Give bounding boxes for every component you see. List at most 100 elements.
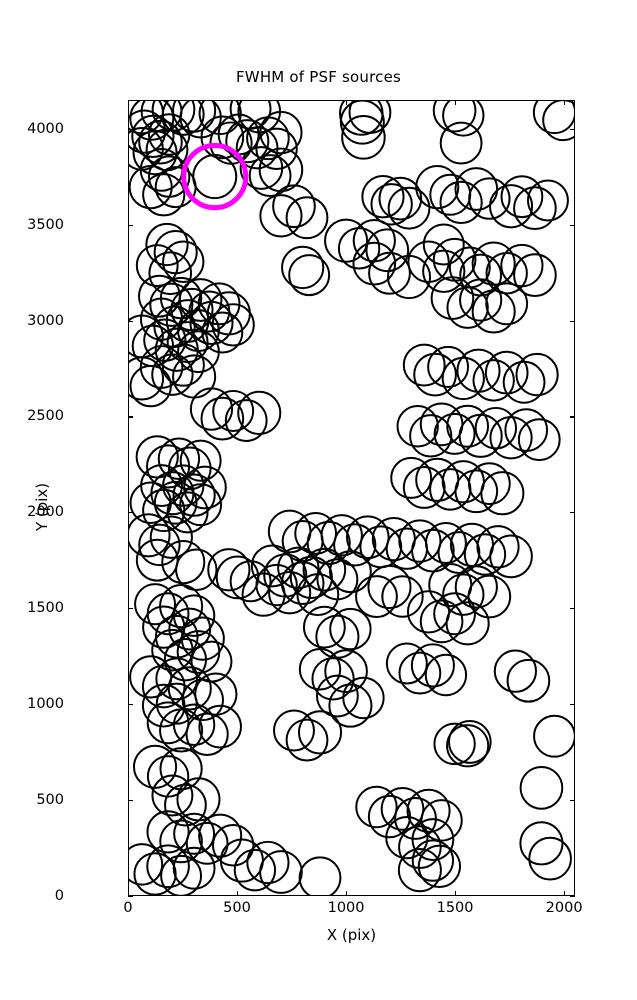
- source-circle: [348, 101, 392, 134]
- source-circle: [132, 130, 178, 176]
- y-tick-label: 4000: [27, 120, 64, 137]
- source-circle: [398, 519, 442, 563]
- source-circle: [177, 330, 220, 374]
- source-circle: [133, 744, 178, 789]
- source-circle: [175, 548, 218, 591]
- y-tick-mark: [128, 320, 133, 322]
- x-axis-label: X (pix): [326, 926, 377, 944]
- source-circle: [324, 218, 369, 263]
- source-circle: [474, 406, 518, 450]
- series-highlighted-source: [181, 142, 249, 211]
- source-circle: [315, 674, 359, 718]
- y-tick-mark: [570, 608, 575, 610]
- source-circle: [268, 571, 312, 615]
- source-circle: [433, 592, 477, 636]
- y-tick-mark: [128, 800, 133, 802]
- source-circle: [489, 534, 533, 579]
- source-circle: [178, 278, 223, 322]
- y-tick-mark: [570, 320, 575, 322]
- source-circle: [135, 244, 179, 287]
- source-circle: [387, 186, 431, 230]
- source-circle: [146, 810, 190, 854]
- x-tick-mark: [128, 891, 130, 896]
- source-circle: [515, 352, 559, 397]
- source-circle: [259, 850, 303, 894]
- source-circle: [532, 101, 574, 135]
- source-circle: [141, 664, 186, 709]
- source-circle: [225, 119, 270, 164]
- x-tick-mark: [346, 100, 348, 105]
- source-circle: [133, 852, 177, 895]
- source-circle: [151, 774, 194, 817]
- source-circle: [192, 154, 238, 200]
- source-circle: [352, 241, 397, 286]
- source-circle: [500, 175, 544, 219]
- source-circle: [142, 173, 186, 217]
- source-circle: [200, 115, 245, 160]
- x-tick-mark: [237, 891, 239, 896]
- source-circle: [519, 821, 564, 866]
- source-circle: [129, 101, 175, 141]
- source-circle: [459, 278, 503, 322]
- source-circle: [398, 825, 442, 870]
- source-circle: [504, 408, 549, 452]
- source-circle: [179, 483, 223, 527]
- source-circle: [172, 473, 216, 517]
- y-axis-label: Y (pix): [33, 482, 51, 532]
- source-circle: [439, 180, 483, 225]
- source-circle: [472, 359, 515, 402]
- source-circle: [179, 439, 222, 482]
- source-circle: [471, 289, 516, 334]
- source-circle: [138, 523, 181, 567]
- source-circle: [429, 173, 472, 216]
- source-circle: [422, 223, 465, 266]
- source-circle: [467, 574, 512, 619]
- source-circle: [419, 599, 464, 644]
- source-circle: [417, 844, 462, 888]
- series-psf-sources: [129, 101, 574, 895]
- source-circle: [526, 179, 569, 222]
- source-circle: [342, 676, 385, 720]
- source-circle: [151, 628, 194, 672]
- source-circle: [519, 765, 564, 810]
- source-circle: [146, 844, 190, 889]
- source-circle: [172, 846, 216, 890]
- source-circle: [432, 101, 477, 133]
- source-circle: [302, 547, 347, 592]
- source-circle: [162, 240, 205, 283]
- source-circle: [173, 812, 216, 855]
- source-circle: [176, 630, 221, 674]
- source-circle: [141, 683, 186, 728]
- source-circle: [493, 649, 538, 693]
- source-circle: [506, 658, 551, 703]
- source-circle: [329, 607, 372, 651]
- source-circle: [437, 531, 481, 574]
- source-circle: [398, 651, 442, 695]
- source-circle: [166, 491, 209, 534]
- source-circle: [281, 245, 325, 290]
- source-circle: [311, 657, 355, 701]
- source-circle: [390, 456, 433, 499]
- source-circle: [432, 237, 477, 282]
- source-circle: [157, 437, 201, 481]
- source-circle: [129, 843, 164, 886]
- source-circle: [250, 544, 294, 588]
- source-circle: [446, 286, 489, 329]
- x-tick-label: 2000: [545, 900, 583, 916]
- y-tick-label: 2000: [27, 504, 64, 521]
- source-circle: [328, 683, 373, 728]
- source-circle: [185, 821, 229, 865]
- source-circle: [160, 854, 203, 895]
- source-circle: [329, 550, 372, 594]
- source-circle: [181, 678, 224, 722]
- source-circle: [163, 638, 208, 682]
- source-circle: [285, 718, 329, 762]
- source-circle: [165, 299, 210, 343]
- source-circle: [454, 167, 499, 211]
- source-circle: [167, 666, 212, 711]
- source-circle: [129, 513, 171, 558]
- source-circle: [413, 352, 457, 397]
- source-circle: [145, 222, 189, 267]
- source-circle: [463, 533, 507, 576]
